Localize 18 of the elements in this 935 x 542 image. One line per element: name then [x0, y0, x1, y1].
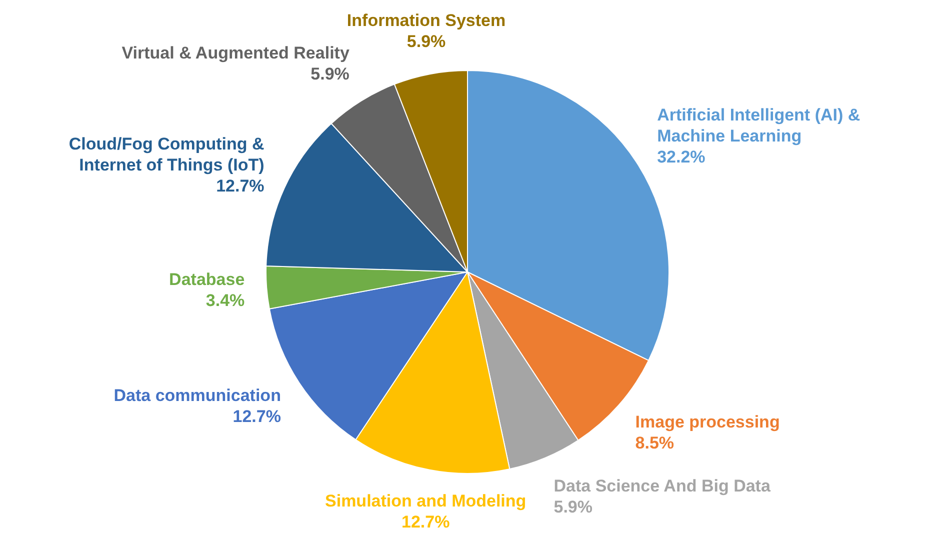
slice-label: Database: [169, 270, 245, 290]
slice-label: Artificial Intelligent (AI) & Machine Learning: [657, 106, 860, 146]
slice-label: Cloud/Fog Computing & Internet of Things (IoT): [68, 134, 264, 175]
slice-label: Data communication: [114, 386, 281, 405]
slice-label: Information System: [346, 10, 506, 30]
slice-label: Image processing: [635, 412, 780, 432]
data-label: 5.9%: [554, 498, 593, 517]
slice-label: Virtual & Augmented Reality: [122, 44, 350, 63]
data-label: 12.7%: [216, 176, 264, 196]
slice-label: Data Science And Big Data: [554, 476, 771, 496]
slice-label: Simulation and Modeling: [324, 491, 526, 510]
data-label: 5.9%: [310, 64, 350, 84]
data-label: 12.7%: [401, 512, 450, 532]
data-label: 3.4%: [206, 291, 245, 310]
data-label: 5.9%: [406, 32, 446, 51]
data-label: 12.7%: [232, 406, 281, 426]
data-label: 8.5%: [635, 434, 674, 453]
data-label: 32.2%: [657, 148, 706, 167]
